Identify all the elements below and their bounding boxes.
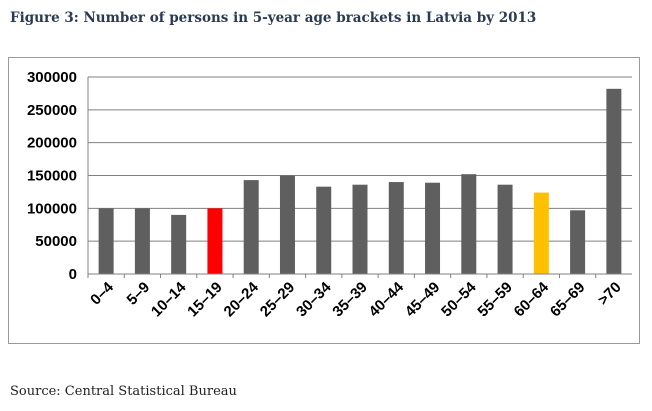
x-tick-label: 65–69 [547, 279, 589, 321]
x-tick-label: 15–19 [184, 279, 226, 321]
y-tick-label: 150000 [27, 168, 77, 185]
x-tick-label: 5–9 [124, 279, 154, 309]
bar [533, 192, 549, 274]
bar [316, 186, 332, 274]
y-tick-label: 0 [69, 266, 77, 283]
bar [425, 182, 441, 274]
bar [279, 175, 295, 274]
y-tick-label: 300000 [27, 69, 77, 86]
y-tick-label: 250000 [27, 102, 77, 119]
bar [98, 208, 114, 274]
bar [171, 214, 187, 274]
x-tick-label: 60–64 [511, 278, 553, 320]
figure-title: Figure 3: Number of persons in 5-year ag… [10, 10, 537, 26]
x-tick-label: 0–4 [87, 278, 117, 308]
x-tick-label: 45–49 [402, 279, 444, 321]
bar [461, 174, 477, 274]
bar [134, 208, 150, 274]
x-tick-label: 55–59 [474, 279, 516, 321]
bar [570, 210, 586, 274]
bars [98, 88, 622, 274]
bar [207, 208, 223, 274]
bar [388, 182, 404, 274]
bar [497, 184, 513, 274]
bar [606, 88, 622, 274]
x-tick-label: 20–24 [221, 278, 263, 320]
y-tick-label: 200000 [27, 135, 77, 152]
x-tick-label: 30–34 [293, 278, 335, 320]
axes [87, 77, 632, 278]
y-tick-labels: 0 50000 100000 150000 200000 250000 300000 [27, 69, 77, 283]
bar [352, 184, 368, 274]
x-tick-label: 50–54 [438, 278, 480, 320]
x-tick-label: 25–29 [257, 279, 299, 321]
x-tick-label: 10–14 [148, 278, 190, 320]
y-tick-label: 50000 [35, 233, 77, 250]
x-tick-label: >70 [595, 279, 625, 309]
y-tick-label: 100000 [27, 200, 77, 217]
bar [243, 180, 259, 274]
x-tick-labels: 0–4 5–910–1415–1920–2425–2930–3435–3940–4… [87, 278, 624, 320]
x-tick-label: 40–44 [366, 278, 408, 320]
x-tick-label: 35–39 [329, 279, 371, 321]
source-note: Source: Central Statistical Bureau [10, 384, 237, 399]
